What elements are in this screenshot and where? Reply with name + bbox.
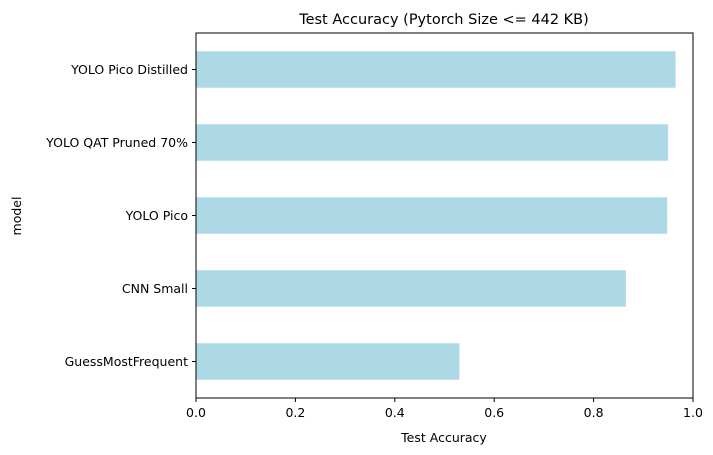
- y-axis-label: model: [9, 197, 24, 236]
- y-tick-label: YOLO Pico: [125, 208, 188, 223]
- bars-group: [196, 51, 676, 380]
- x-tick-label: 0.4: [385, 405, 405, 420]
- y-tick-label: YOLO Pico Distilled: [70, 62, 188, 77]
- x-axis-ticks: 0.0 0.2 0.4 0.6 0.8 1.0: [186, 398, 703, 420]
- chart-title: Test Accuracy (Pytorch Size <= 442 KB): [298, 12, 589, 28]
- bar: [196, 197, 668, 234]
- bar: [196, 270, 626, 307]
- x-tick-label: 0.6: [484, 405, 504, 420]
- x-tick-label: 0.2: [285, 405, 305, 420]
- y-tick-label: CNN Small: [122, 281, 188, 296]
- x-tick-label: 0.0: [186, 405, 206, 420]
- bar: [196, 51, 676, 88]
- x-tick-label: 0.8: [584, 405, 604, 420]
- y-axis-ticks: YOLO Pico Distilled YOLO QAT Pruned 70% YO…: [45, 62, 196, 369]
- bar: [196, 343, 460, 380]
- x-tick-label: 1.0: [683, 405, 703, 420]
- y-tick-label: GuessMostFrequent: [65, 354, 188, 369]
- bar: [196, 124, 669, 161]
- y-tick-label: YOLO QAT Pruned 70%: [45, 135, 188, 150]
- x-axis-label: Test Accuracy: [400, 430, 487, 445]
